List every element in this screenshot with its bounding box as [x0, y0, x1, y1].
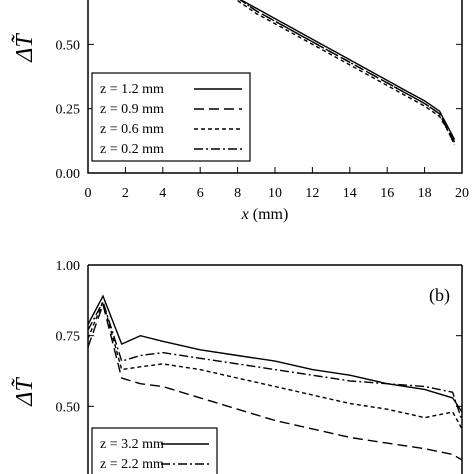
x-tick-label: 6 [197, 186, 204, 201]
legend: z = 3.2 mm z = 2.2 mm [91, 427, 218, 474]
legend-label: z = 0.9 mm [100, 102, 164, 117]
y-tick-label: 0.50 [56, 400, 81, 415]
legend-label: z = 0.6 mm [100, 122, 164, 137]
x-axis-label: x (mm) [241, 206, 289, 223]
series-line-4 [88, 302, 462, 461]
legend-box [91, 72, 251, 162]
y-axis-label: ΔT̃ [11, 377, 38, 407]
x-tick-label: 18 [418, 186, 432, 201]
series-line-3 [88, 299, 462, 430]
legend-label: z = 0.2 mm [100, 142, 164, 157]
y-tick-label: 0.75 [56, 330, 81, 345]
x-tick-label: 8 [234, 186, 241, 201]
y-tick-label: 0.00 [56, 167, 81, 182]
x-tick-label: 12 [305, 186, 319, 201]
series-line-2 [88, 299, 462, 421]
panel-b: 0.50 0.75 1.00 ΔT̃ (b) z = 3.2 mm z = 2.2 mm [11, 259, 463, 474]
legend-box [91, 427, 218, 474]
series-line-1 [88, 294, 462, 413]
series-line-1 [239, 0, 456, 140]
y-tick-label: 0.25 [56, 103, 81, 118]
legend-label: z = 3.2 mm [100, 437, 164, 452]
legend-label: z = 1.2 mm [100, 82, 164, 97]
series-line-2 [239, 0, 456, 143]
panel-a: 0.00 0.25 0.50 0 2 4 6 8 10 12 14 16 18 20 x (mm) ΔT̃ z … [11, 0, 469, 223]
series-line-3 [237, 0, 456, 143]
legend-label: z = 2.2 mm [100, 457, 164, 472]
y-axis-label: ΔT̃ [11, 33, 38, 63]
x-tick-label: 0 [85, 186, 92, 201]
x-tick-label: 16 [380, 186, 394, 201]
panel-label: (b) [429, 285, 450, 306]
y-tick-label: 1.00 [56, 259, 81, 274]
x-tick-label: 10 [268, 186, 282, 201]
x-tick-label: 2 [122, 186, 129, 201]
x-tick-label: 14 [343, 186, 357, 201]
x-tick-label: 4 [159, 186, 166, 201]
legend: z = 1.2 mm z = 0.9 mm z = 0.6 mm z = 0.2 mm [91, 72, 251, 162]
y-tick-label: 0.50 [56, 38, 81, 53]
x-tick-label: 20 [455, 186, 469, 201]
